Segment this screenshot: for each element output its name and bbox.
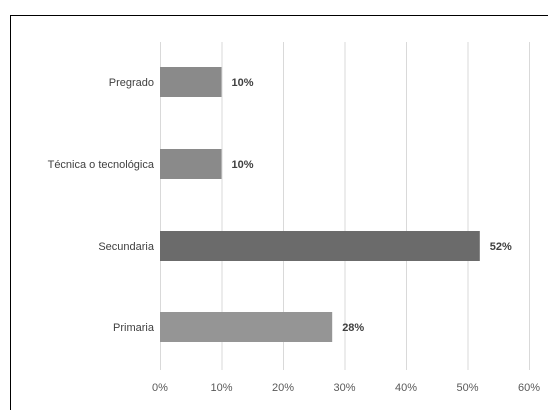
chart-frame	[10, 15, 548, 410]
bar-4	[160, 312, 333, 342]
category-label: Primaria	[113, 322, 155, 334]
x-tick-label: 50%	[456, 382, 478, 394]
x-tick-label: 40%	[395, 382, 417, 394]
x-tick-label: 60%	[518, 382, 540, 394]
data-label: 10%	[232, 159, 254, 171]
category-label: Pregrado	[109, 77, 154, 89]
x-tick-label: 20%	[272, 382, 294, 394]
data-label: 10%	[232, 77, 254, 89]
x-tick-label: 30%	[333, 382, 355, 394]
data-labels: 10% 10% 52% 28%	[232, 77, 513, 334]
data-label: 52%	[490, 241, 512, 253]
category-label: Técnica o tecnológica	[48, 159, 155, 171]
x-tick-label: 10%	[210, 382, 232, 394]
x-tick-label: 0%	[152, 382, 168, 394]
category-label: Secundaria	[98, 241, 155, 253]
bars	[160, 67, 480, 342]
bar-1	[160, 67, 222, 97]
data-label: 28%	[342, 322, 364, 334]
bar-2	[160, 149, 222, 179]
bar-3	[160, 231, 480, 261]
x-tick-labels: 0% 10% 20% 30% 40% 50% 60%	[152, 382, 540, 394]
category-labels: Pregrado Técnica o tecnológica Secundaria P…	[48, 77, 155, 334]
